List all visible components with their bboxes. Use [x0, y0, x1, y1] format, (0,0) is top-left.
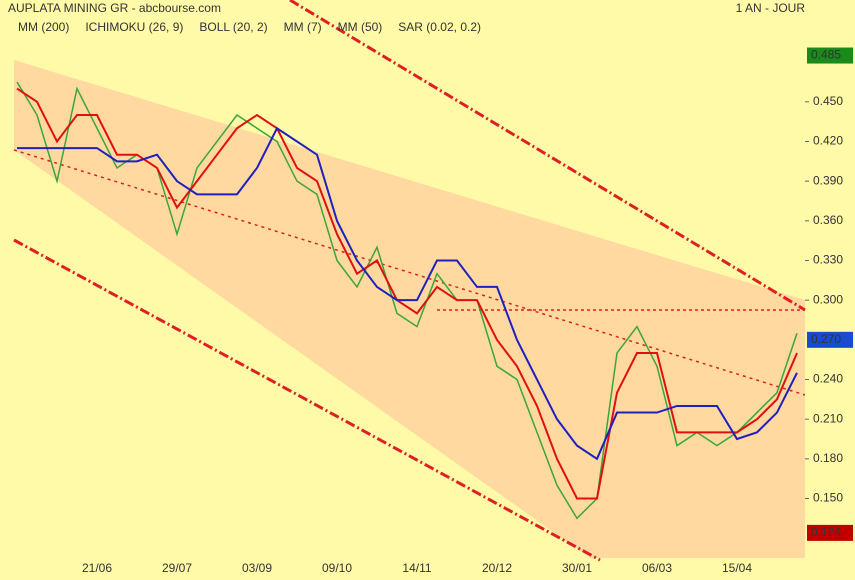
x-tick-label: 09/10 — [322, 561, 352, 575]
x-tick-label: 03/09 — [242, 561, 272, 575]
x-tick-label: 14/11 — [402, 561, 431, 575]
y-tick-label: 0.210 — [813, 411, 843, 425]
legend-item: MM (7) — [284, 20, 322, 34]
legend-item: ICHIMOKU (26, 9) — [85, 20, 183, 34]
legend-item: SAR (0.02, 0.2) — [398, 20, 481, 34]
y-tick-label: 0.450 — [813, 94, 843, 108]
legend-item: BOLL (20, 2) — [199, 20, 267, 34]
y-tick-label: 0.330 — [813, 253, 843, 267]
channel-low — [13, 238, 601, 562]
legend: MM (200) ICHIMOKU (26, 9) BOLL (20, 2) MM (… — [18, 20, 481, 34]
y-tick-label: 0.180 — [813, 451, 843, 465]
x-tick-label: 29/07 — [162, 561, 192, 575]
plot — [16, 81, 798, 520]
y-tick-label: 0.390 — [813, 173, 843, 187]
price-marker-label: 0.270 — [811, 332, 841, 346]
y-tick-label: 0.150 — [813, 491, 843, 505]
y-tick-label: 0.240 — [813, 372, 843, 386]
legend-item: MM (200) — [18, 20, 69, 34]
price-marker — [807, 47, 853, 64]
y-tick-label: 0.360 — [813, 213, 843, 227]
price-marker — [807, 331, 853, 348]
price-marker — [807, 524, 853, 541]
channel-mid — [13, 149, 806, 396]
chart-title: AUPLATA MINING GR - abcbourse.com — [8, 1, 221, 15]
period: 1 AN - JOUR — [736, 1, 806, 15]
y-tick-label: 0.300 — [813, 292, 843, 306]
legend-item: MM (50) — [338, 20, 383, 34]
y-tick-label: 0.420 — [813, 134, 843, 148]
x-tick-label: 20/12 — [482, 561, 512, 575]
x-tick-label: 21/06 — [82, 561, 112, 575]
price-marker-label: 0.485 — [811, 48, 841, 62]
x-tick-label: 06/03 — [642, 561, 672, 575]
x-tick-label: 30/01 — [562, 561, 592, 575]
series-line — [16, 87, 798, 500]
series-line — [17, 126, 798, 461]
channel-high — [289, 0, 806, 312]
x-tick-label: 15/04 — [722, 561, 752, 575]
price-marker-label: 0.124 — [811, 525, 841, 539]
